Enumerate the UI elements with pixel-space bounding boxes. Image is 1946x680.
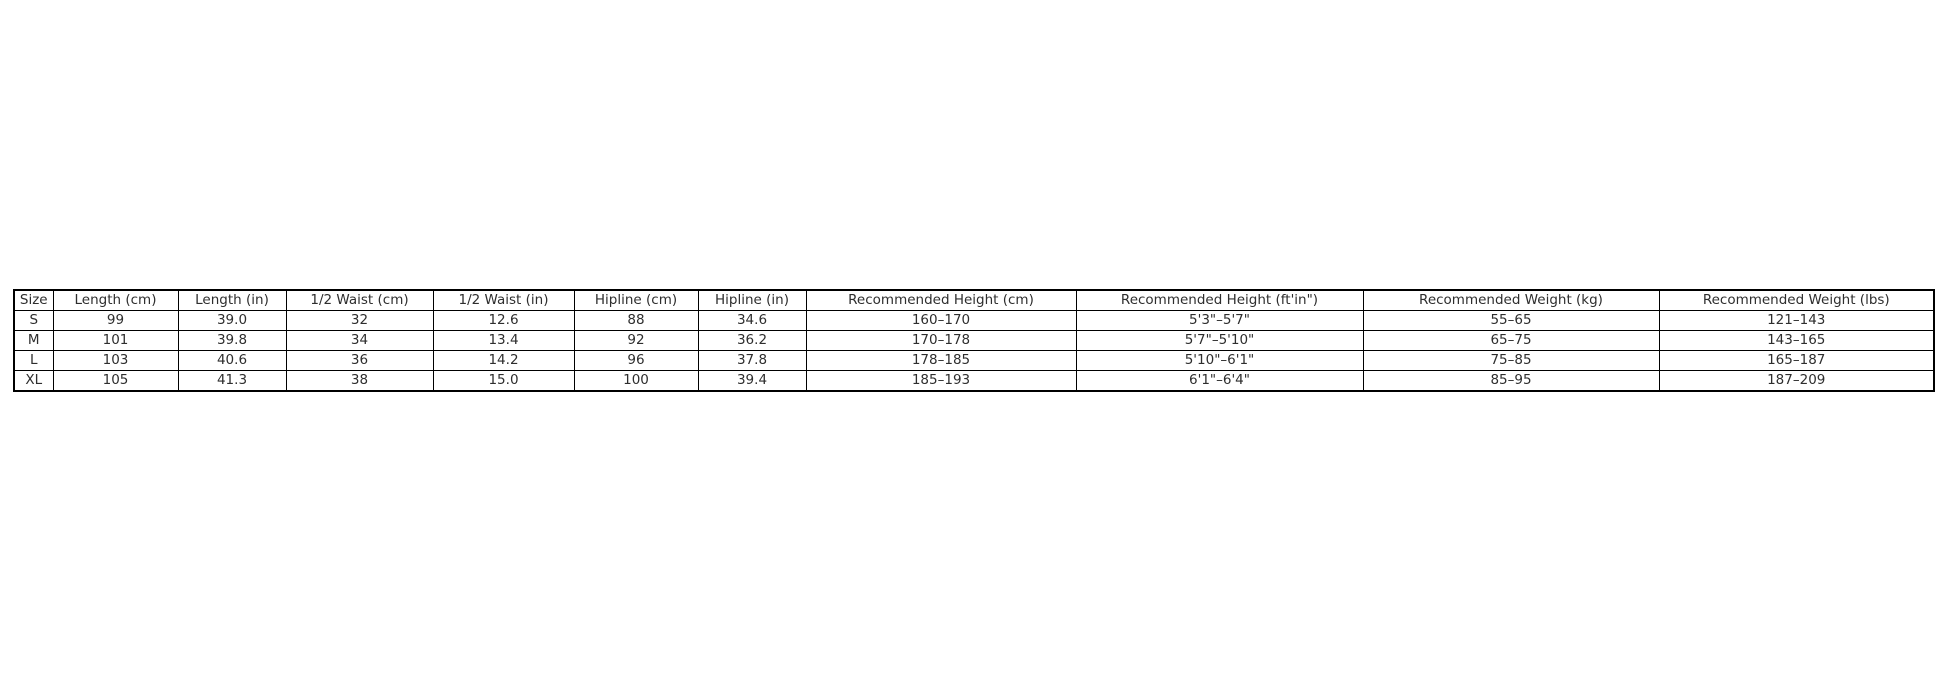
table-cell: 13.4 bbox=[432, 330, 575, 351]
table-cell: 178–185 bbox=[805, 350, 1077, 371]
column-header-hipline-in: Hipline (in) bbox=[697, 289, 807, 311]
table-row-l: L 103 40.6 36 14.2 96 37.8 178–185 5'10"… bbox=[13, 350, 1935, 371]
table-cell: M bbox=[13, 330, 54, 351]
table-cell: 36 bbox=[285, 350, 434, 371]
column-header-hipline-cm: Hipline (cm) bbox=[573, 289, 699, 311]
table-cell: 170–178 bbox=[805, 330, 1077, 351]
table-cell: 187–209 bbox=[1658, 370, 1935, 392]
column-header-half-waist-cm: 1/2 Waist (cm) bbox=[285, 289, 434, 311]
column-header-rec-weight-lbs: Recommended Weight (lbs) bbox=[1658, 289, 1935, 311]
table-cell: 165–187 bbox=[1658, 350, 1935, 371]
table-cell: 34 bbox=[285, 330, 434, 351]
table-cell: 40.6 bbox=[177, 350, 287, 371]
column-header-half-waist-in: 1/2 Waist (in) bbox=[432, 289, 575, 311]
table-cell: 5'3"–5'7" bbox=[1075, 310, 1364, 331]
table-cell: 12.6 bbox=[432, 310, 575, 331]
table-cell: 38 bbox=[285, 370, 434, 392]
table-cell: 100 bbox=[573, 370, 699, 392]
table-row-m: M 101 39.8 34 13.4 92 36.2 170–178 5'7"–… bbox=[13, 330, 1935, 351]
table-cell: 65–75 bbox=[1362, 330, 1660, 351]
column-header-length-in: Length (in) bbox=[177, 289, 287, 311]
table-cell: 92 bbox=[573, 330, 699, 351]
table-cell: 5'7"–5'10" bbox=[1075, 330, 1364, 351]
column-header-length-cm: Length (cm) bbox=[52, 289, 179, 311]
table-cell: 5'10"–6'1" bbox=[1075, 350, 1364, 371]
table-cell: S bbox=[13, 310, 54, 331]
table-cell: 88 bbox=[573, 310, 699, 331]
table-cell: 103 bbox=[52, 350, 179, 371]
table-cell: 37.8 bbox=[697, 350, 807, 371]
column-header-rec-weight-kg: Recommended Weight (kg) bbox=[1362, 289, 1660, 311]
table-cell: 14.2 bbox=[432, 350, 575, 371]
table-cell: 143–165 bbox=[1658, 330, 1935, 351]
table-cell: L bbox=[13, 350, 54, 371]
table-cell: 185–193 bbox=[805, 370, 1077, 392]
header-row: Size Length (cm) Length (in) 1/2 Waist (… bbox=[13, 289, 1935, 311]
table-cell: 105 bbox=[52, 370, 179, 392]
table-cell: 6'1"–6'4" bbox=[1075, 370, 1364, 392]
table-cell: 39.4 bbox=[697, 370, 807, 392]
table-cell: 15.0 bbox=[432, 370, 575, 392]
size-chart-table: Size Length (cm) Length (in) 1/2 Waist (… bbox=[13, 289, 1935, 392]
table-cell: 99 bbox=[52, 310, 179, 331]
table-cell: 55–65 bbox=[1362, 310, 1660, 331]
column-header-size: Size bbox=[13, 289, 54, 311]
table-cell: 75–85 bbox=[1362, 350, 1660, 371]
table-cell: 32 bbox=[285, 310, 434, 331]
table-cell: 36.2 bbox=[697, 330, 807, 351]
table-row-xl: XL 105 41.3 38 15.0 100 39.4 185–193 6'1… bbox=[13, 370, 1935, 392]
table-cell: 41.3 bbox=[177, 370, 287, 392]
table-cell: 96 bbox=[573, 350, 699, 371]
table-cell: 101 bbox=[52, 330, 179, 351]
table-row-s: S 99 39.0 32 12.6 88 34.6 160–170 5'3"–5… bbox=[13, 310, 1935, 331]
column-header-rec-height-cm: Recommended Height (cm) bbox=[805, 289, 1077, 311]
column-header-rec-height-ftin: Recommended Height (ft'in") bbox=[1075, 289, 1364, 311]
table-cell: XL bbox=[13, 370, 54, 392]
table-cell: 34.6 bbox=[697, 310, 807, 331]
table-cell: 160–170 bbox=[805, 310, 1077, 331]
table-cell: 121–143 bbox=[1658, 310, 1935, 331]
table-cell: 39.0 bbox=[177, 310, 287, 331]
table-cell: 39.8 bbox=[177, 330, 287, 351]
table-cell: 85–95 bbox=[1362, 370, 1660, 392]
